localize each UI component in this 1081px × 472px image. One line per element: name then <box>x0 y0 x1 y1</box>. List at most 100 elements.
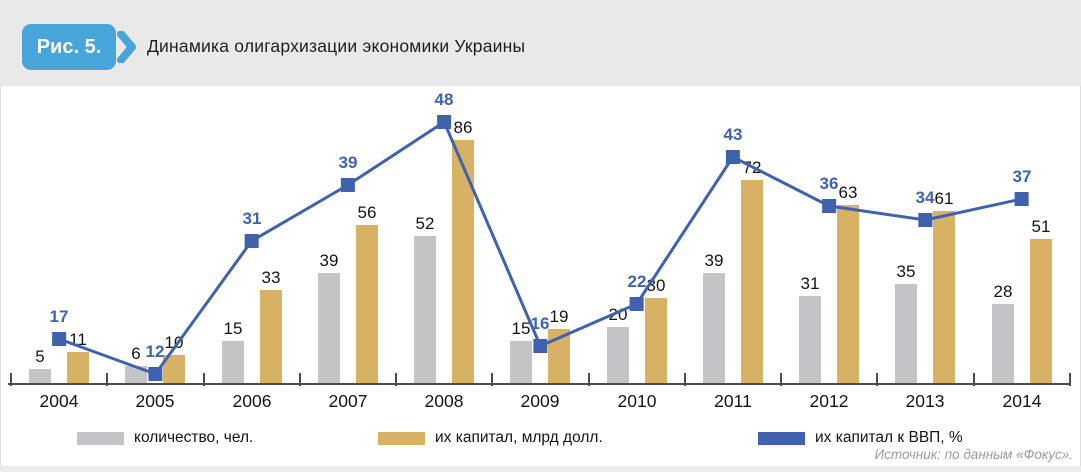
bar-value-label: 6 <box>131 344 141 363</box>
figure-number-label: Рис. 5. <box>36 35 102 58</box>
bar-value-label: 63 <box>838 183 858 202</box>
x-axis-tick <box>10 373 12 386</box>
line-marker <box>148 367 163 381</box>
line-value-label: 34 <box>915 188 935 207</box>
bar-count <box>318 273 340 383</box>
bar-value-label: 61 <box>934 189 954 208</box>
line-value-label: 17 <box>49 307 69 326</box>
x-axis-label: 2005 <box>135 391 175 411</box>
chevron-right-icon <box>117 31 136 63</box>
bar-capital <box>163 355 185 383</box>
x-axis-label: 2012 <box>809 391 849 411</box>
line-marker <box>52 332 67 346</box>
line-value-label: 39 <box>338 153 358 172</box>
bar-capital <box>67 352 89 383</box>
line-marker <box>725 150 740 164</box>
bar-value-label: 19 <box>549 307 569 326</box>
x-axis-tick <box>1068 373 1071 386</box>
x-axis-tick <box>395 373 397 386</box>
bar-capital <box>933 211 955 383</box>
x-axis-tick <box>972 373 975 386</box>
line-value-label: 16 <box>530 314 550 333</box>
bar-capital <box>260 290 282 383</box>
line-marker <box>629 297 644 311</box>
x-axis-label: 2014 <box>1002 391 1042 411</box>
line-value-label: 36 <box>819 174 839 193</box>
bar-value-label: 39 <box>704 251 724 270</box>
chart-legend: количество, чел. их капитал, млрд долл. … <box>0 428 1081 452</box>
line-value-label: 37 <box>1012 167 1032 186</box>
source-note: Источник: по данным «Фокус». <box>874 447 1073 462</box>
bar-capital <box>741 180 763 383</box>
bar-count <box>895 284 917 383</box>
x-axis-label: 2011 <box>714 391 752 411</box>
bar-count <box>607 327 629 383</box>
card-left-border <box>0 86 1 466</box>
x-axis-tick <box>106 373 109 386</box>
legend-swatch-capital-to-gdp <box>758 431 805 445</box>
x-axis-label: 2013 <box>905 391 945 411</box>
bar-value-label: 52 <box>415 214 435 233</box>
x-axis-tick <box>683 373 686 386</box>
bar-value-label: 35 <box>896 262 916 281</box>
line-marker <box>244 234 259 248</box>
bar-count <box>799 296 821 383</box>
legend-label-count: количество, чел. <box>134 429 254 446</box>
bar-capital <box>837 205 859 383</box>
line-value-label: 43 <box>723 125 743 144</box>
bar-value-label: 51 <box>1031 217 1051 236</box>
bar-value-label: 28 <box>993 282 1013 301</box>
bar-capital <box>548 329 570 383</box>
legend-item-capital-to-gdp: их капитал к ВВП, % <box>758 428 963 448</box>
bar-value-label: 39 <box>319 251 339 270</box>
bar-value-label: 33 <box>261 268 281 287</box>
page-background-strip <box>0 466 1081 472</box>
line-value-label: 12 <box>145 342 165 361</box>
legend-item-count: количество, чел. <box>77 428 253 448</box>
bar-capital <box>1030 239 1052 383</box>
x-axis-label: 2006 <box>232 391 272 411</box>
x-axis-label: 2009 <box>520 391 560 411</box>
line-value-label: 31 <box>242 209 262 228</box>
bar-count <box>510 341 532 383</box>
legend-swatch-count <box>77 431 124 445</box>
bar-count <box>222 341 244 383</box>
line-marker <box>1014 192 1029 206</box>
bar-value-label: 86 <box>453 118 473 137</box>
x-axis-tick <box>202 373 205 386</box>
line-marker <box>437 115 452 129</box>
bar-count <box>992 304 1014 383</box>
bar-value-label: 31 <box>800 274 820 293</box>
bar-value-label: 56 <box>357 203 377 222</box>
bar-value-label: 10 <box>164 333 184 352</box>
x-axis-tick <box>491 373 494 386</box>
x-axis-label: 2007 <box>328 391 368 411</box>
bar-value-label: 5 <box>35 347 45 366</box>
x-axis-label: 2010 <box>617 391 657 411</box>
x-axis-tick <box>876 373 879 386</box>
bar-capital <box>452 140 474 383</box>
line-marker <box>340 178 355 192</box>
bar-capital <box>356 225 378 383</box>
legend-swatch-capital <box>378 431 425 445</box>
legend-label-capital: их капитал, млрд долл. <box>435 429 603 446</box>
line-marker <box>918 213 933 227</box>
figure-header: Рис. 5. Динамика олигархизации экономики… <box>0 0 1081 86</box>
bar-count <box>703 273 725 383</box>
legend-label-capital-to-gdp: их капитал к ВВП, % <box>815 429 963 446</box>
x-axis-tick <box>780 373 782 386</box>
chart-title: Динамика олигархизации экономики Украины <box>147 36 526 56</box>
bar-value-label: 15 <box>223 319 243 338</box>
x-axis-tick <box>587 373 590 386</box>
x-axis-line <box>8 383 1070 385</box>
line-value-label: 22 <box>627 272 647 291</box>
bar-capital <box>645 298 667 383</box>
line-value-label: 48 <box>434 90 454 109</box>
x-axis-label: 2008 <box>424 391 464 411</box>
legend-item-capital: их капитал, млрд долл. <box>378 428 603 448</box>
line-marker <box>533 339 548 353</box>
bar-value-label: 15 <box>511 319 531 338</box>
